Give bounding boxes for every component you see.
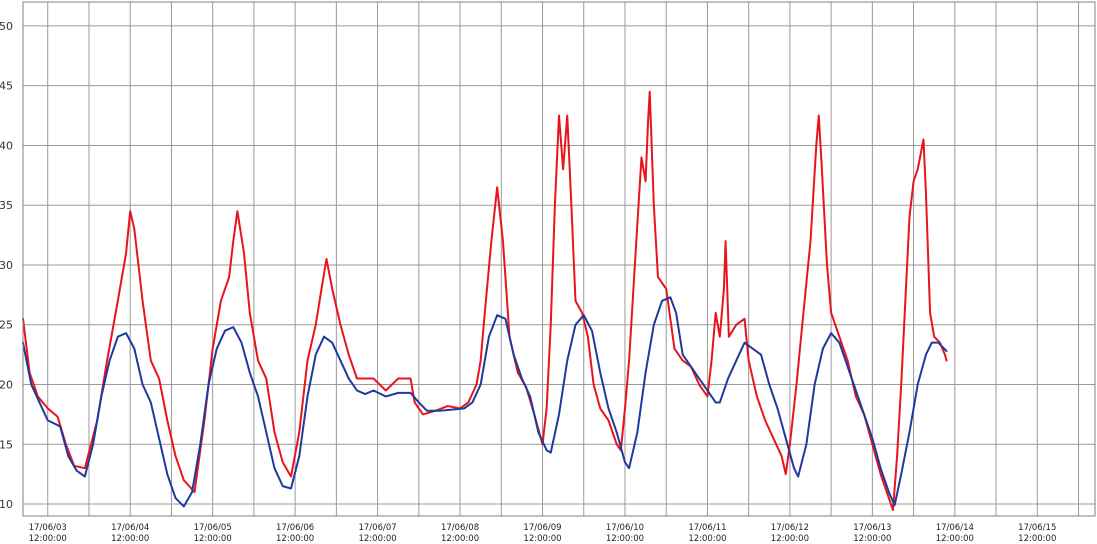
y-tick-label: 40 bbox=[0, 139, 13, 152]
x-tick-date: 17/06/03 bbox=[29, 523, 67, 533]
x-tick-time: 12:00:00 bbox=[523, 534, 561, 544]
x-tick-date: 17/06/14 bbox=[936, 523, 974, 533]
x-tick-time: 12:00:00 bbox=[111, 534, 149, 544]
x-tick-time: 12:00:00 bbox=[936, 534, 974, 544]
y-tick-label: 30 bbox=[0, 259, 13, 272]
y-tick-label: 20 bbox=[0, 379, 13, 392]
x-tick-time: 12:00:00 bbox=[771, 534, 809, 544]
x-tick-time: 12:00:00 bbox=[441, 534, 479, 544]
x-tick-date: 17/06/09 bbox=[523, 523, 561, 533]
x-tick-time: 12:00:00 bbox=[358, 534, 396, 544]
x-axis: 17/06/0312:00:0017/06/0412:00:0017/06/05… bbox=[29, 523, 1057, 544]
x-tick-date: 17/06/15 bbox=[1018, 523, 1056, 533]
x-tick-date: 17/06/05 bbox=[194, 523, 232, 533]
x-tick-time: 12:00:00 bbox=[853, 534, 891, 544]
y-tick-label: 10 bbox=[0, 498, 13, 511]
x-tick-date: 17/06/04 bbox=[111, 523, 149, 533]
series-line-blue bbox=[22, 296, 948, 508]
x-tick-date: 17/06/10 bbox=[606, 523, 644, 533]
y-tick-label: 25 bbox=[0, 319, 13, 332]
x-tick-time: 12:00:00 bbox=[29, 534, 67, 544]
y-tick-label: 35 bbox=[0, 199, 13, 212]
x-tick-date: 17/06/06 bbox=[276, 523, 314, 533]
x-tick-time: 12:00:00 bbox=[688, 534, 726, 544]
x-tick-time: 12:00:00 bbox=[606, 534, 644, 544]
x-tick-time: 12:00:00 bbox=[194, 534, 232, 544]
y-tick-label: 45 bbox=[0, 80, 13, 93]
series-line-red bbox=[22, 90, 948, 512]
x-tick-date: 17/06/08 bbox=[441, 523, 479, 533]
x-tick-time: 12:00:00 bbox=[276, 534, 314, 544]
y-tick-label: 50 bbox=[0, 20, 13, 33]
y-axis: 10 15 20 25 30 35 40 45 50 bbox=[0, 20, 13, 511]
x-tick-time: 12:00:00 bbox=[1018, 534, 1056, 544]
x-tick-date: 17/06/13 bbox=[853, 523, 891, 533]
y-tick-label: 15 bbox=[0, 438, 13, 451]
series-layer bbox=[22, 90, 948, 512]
grid bbox=[23, 2, 1095, 516]
x-tick-date: 17/06/07 bbox=[358, 523, 396, 533]
x-tick-date: 17/06/11 bbox=[688, 523, 726, 533]
plot-frame bbox=[22, 1, 1096, 517]
x-tick-date: 17/06/12 bbox=[771, 523, 809, 533]
